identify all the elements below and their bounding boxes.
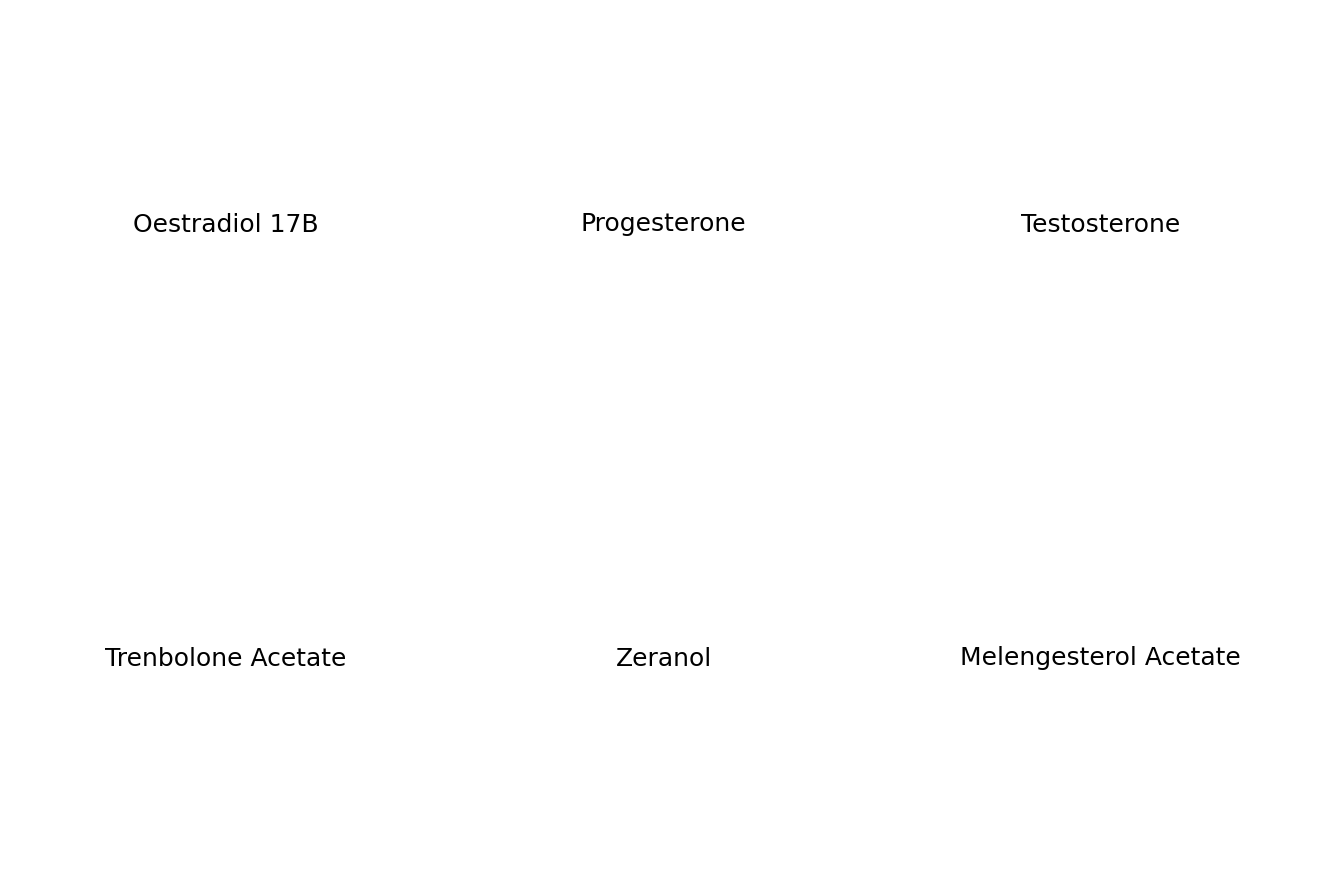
Text: Oestradiol 17B: Oestradiol 17B bbox=[133, 213, 318, 237]
Text: Progesterone: Progesterone bbox=[581, 213, 746, 237]
Text: Testosterone: Testosterone bbox=[1022, 213, 1181, 237]
Text: Trenbolone Acetate: Trenbolone Acetate bbox=[105, 646, 346, 670]
Text: Melengesterol Acetate: Melengesterol Acetate bbox=[961, 646, 1241, 670]
Text: Zeranol: Zeranol bbox=[616, 646, 711, 670]
